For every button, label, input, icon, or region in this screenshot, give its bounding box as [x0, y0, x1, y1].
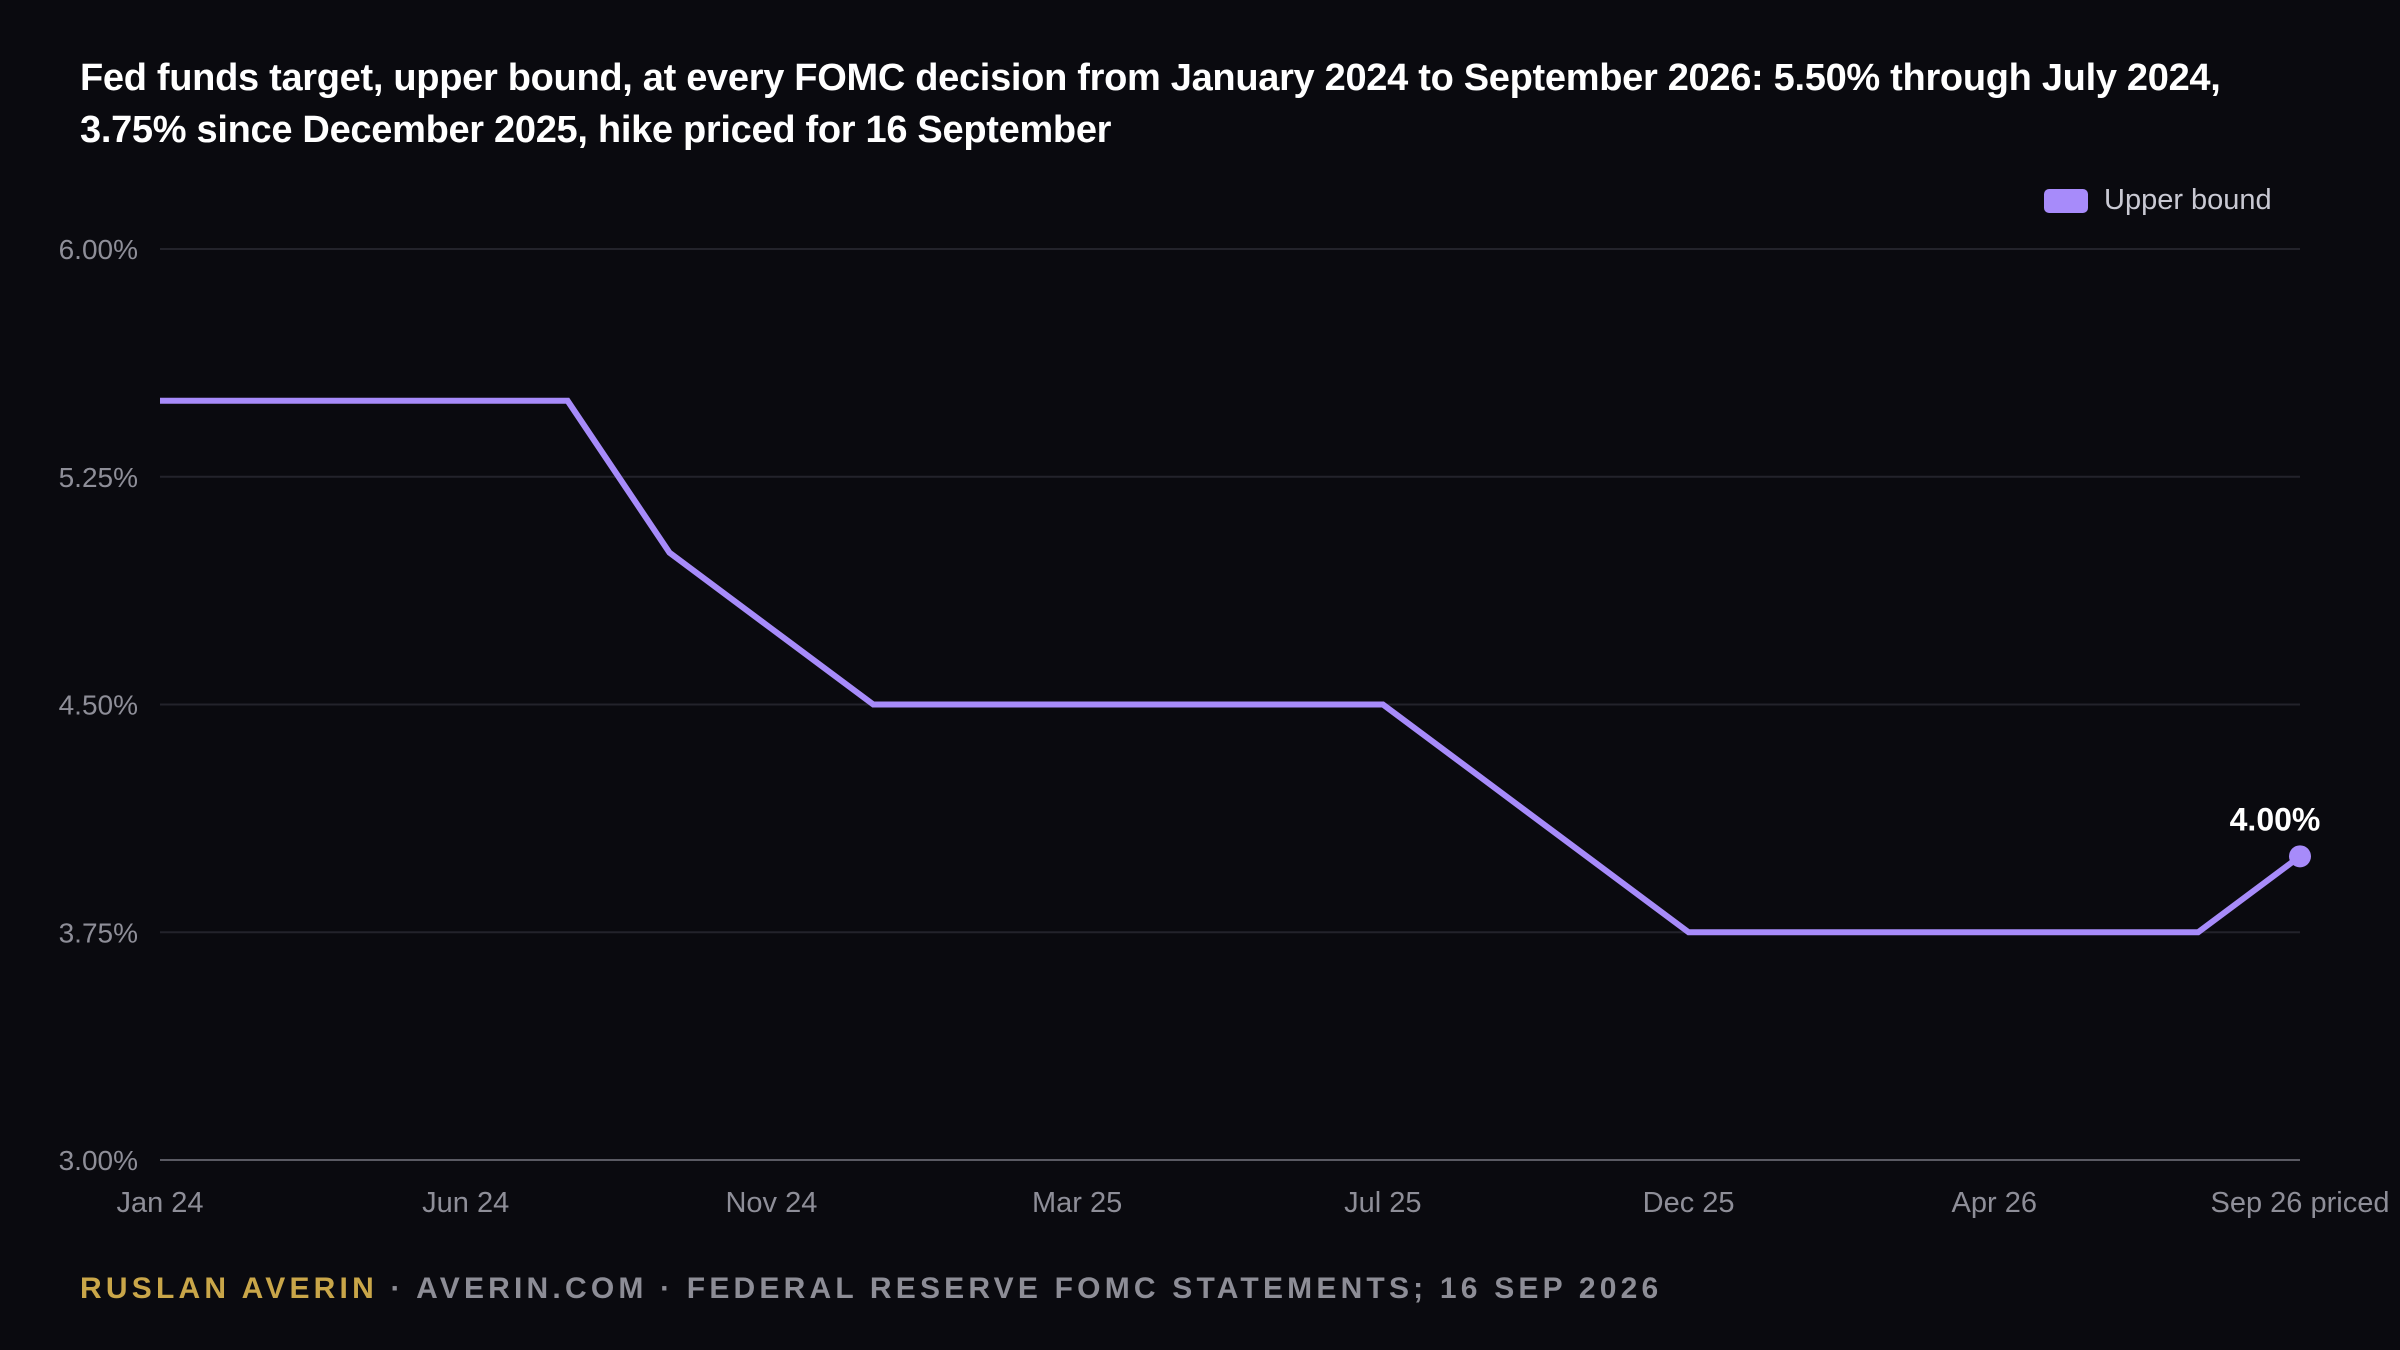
y-tick-label: 6.00%	[59, 234, 138, 265]
footer-source: · AVERIN.COM · FEDERAL RESERVE FOMC STAT…	[377, 1272, 1663, 1305]
gridlines	[160, 248, 2300, 934]
x-tick-label: Dec 25	[1643, 1187, 1735, 1219]
footer-author: RUSLAN AVERIN	[80, 1272, 378, 1305]
x-tick-label: Sep 26 priced	[2211, 1187, 2390, 1219]
legend-label-upper-bound: Upper bound	[2104, 184, 2272, 216]
x-tick-label: Nov 24	[725, 1187, 817, 1219]
series-line-upper-bound	[160, 397, 2302, 936]
y-tick-label: 3.75%	[59, 917, 138, 948]
endpoint-value-label: 4.00%	[2230, 801, 2321, 837]
y-tick-label: 3.00%	[59, 1145, 138, 1176]
legend: Upper bound	[2044, 184, 2272, 217]
series-upper-bound	[160, 397, 2311, 936]
annotations: 4.00%	[2230, 801, 2321, 837]
x-tick-label: Apr 26	[1952, 1187, 2037, 1219]
legend-swatch-upper-bound	[2044, 188, 2088, 213]
y-tick-label: 4.50%	[59, 690, 138, 721]
y-tick-label: 5.25%	[59, 462, 138, 493]
y-axis-ticks: 3.00% 3.75% 4.50% 5.25% 6.00%	[59, 234, 138, 1176]
chart-title: Fed funds target, upper bound, at every …	[80, 57, 2221, 151]
endpoint-marker	[2289, 845, 2311, 868]
x-tick-label: Jun 24	[422, 1187, 509, 1219]
x-axis-ticks: Jan 24 Jun 24 Nov 24 Mar 25 Jul 25 Dec 25 Apr …	[116, 1187, 2389, 1219]
x-tick-label: Mar 25	[1032, 1187, 1122, 1219]
x-tick-label: Jan 24	[116, 1187, 203, 1219]
source-footer: RUSLAN AVERIN · AVERIN.COM · FEDERAL RES…	[80, 1272, 1662, 1306]
x-tick-label: Jul 25	[1344, 1187, 1421, 1219]
